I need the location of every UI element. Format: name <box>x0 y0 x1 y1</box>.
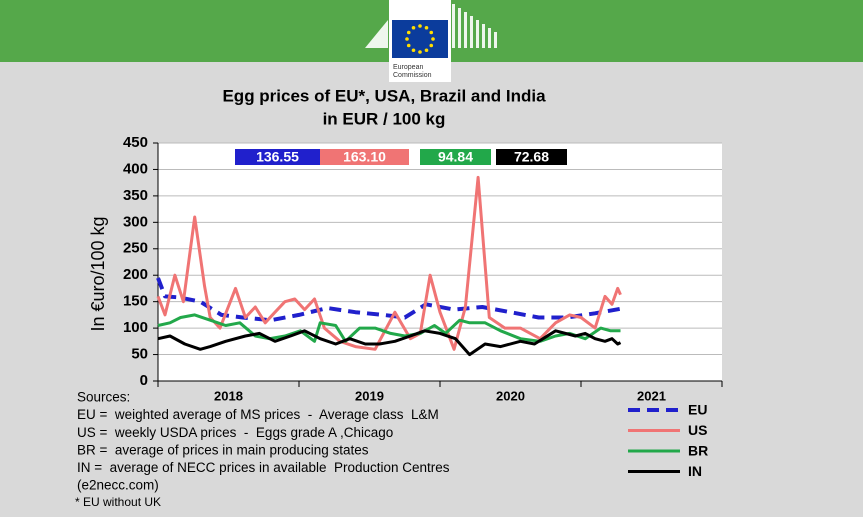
star <box>406 30 411 35</box>
source-note: US = weekly USDA prices - Eggs grade A ,… <box>77 425 393 440</box>
latest-value-label: 163.10 <box>343 149 386 165</box>
source-note: EU = weighted average of MS prices - Ave… <box>77 407 439 422</box>
series-line <box>156 175 622 351</box>
flag-stars <box>405 24 435 54</box>
legend-label: BR <box>688 443 708 459</box>
star <box>418 24 422 28</box>
latest-value-box <box>235 149 320 165</box>
legend-label: US <box>688 422 707 438</box>
latest-value-box <box>496 149 567 165</box>
legend-label: EU <box>688 402 707 418</box>
logo-text: Commission <box>393 72 432 79</box>
chart-title: Egg prices of EU*, USA, Brazil and India <box>222 86 546 105</box>
series-line <box>157 329 622 357</box>
y-tick-label: 350 <box>123 187 148 204</box>
star <box>418 50 422 54</box>
x-tick-label: 2020 <box>496 388 525 403</box>
source-note: Sources: <box>77 390 130 405</box>
star <box>411 48 416 53</box>
star <box>429 30 434 35</box>
latest-value-box <box>320 149 409 165</box>
source-note: BR = average of prices in main producing… <box>77 442 369 457</box>
star <box>405 37 409 41</box>
y-tick-label: 200 <box>123 266 148 283</box>
source-note: IN = average of NECC prices in available… <box>77 460 450 475</box>
y-tick-label: 250 <box>123 240 148 257</box>
footnote: * EU without UK <box>75 495 161 509</box>
star <box>424 48 429 53</box>
series-line <box>156 277 621 323</box>
y-tick-label: 100 <box>123 319 148 336</box>
source-note: (e2necc.com) <box>77 478 159 493</box>
building-graphic <box>365 4 497 48</box>
chart-subtitle: in EUR / 100 kg <box>323 109 446 128</box>
x-tick-label: 2021 <box>637 388 666 403</box>
y-tick-label: 150 <box>123 293 148 310</box>
x-tick-label: 2019 <box>355 388 384 403</box>
y-tick-label: 400 <box>123 160 148 177</box>
star <box>431 37 435 41</box>
star <box>429 43 434 48</box>
star <box>406 43 411 48</box>
star <box>411 25 416 30</box>
y-tick-label: 50 <box>131 346 148 363</box>
y-tick-label: 300 <box>123 213 148 230</box>
plot-area <box>158 143 722 381</box>
series-line <box>157 313 621 343</box>
legend-label: IN <box>688 463 702 479</box>
latest-value-label: 94.84 <box>438 149 473 165</box>
latest-value-label: 136.55 <box>256 149 299 165</box>
latest-value-label: 72.68 <box>514 149 549 165</box>
y-tick-label: 450 <box>123 134 148 151</box>
x-tick-label: 2018 <box>214 388 243 403</box>
logo-text: European <box>393 64 423 71</box>
latest-value-box <box>420 149 491 165</box>
y-tick-label: 0 <box>140 372 148 389</box>
y-axis-label: In €uro/100 kg <box>88 216 108 331</box>
star <box>424 25 429 30</box>
